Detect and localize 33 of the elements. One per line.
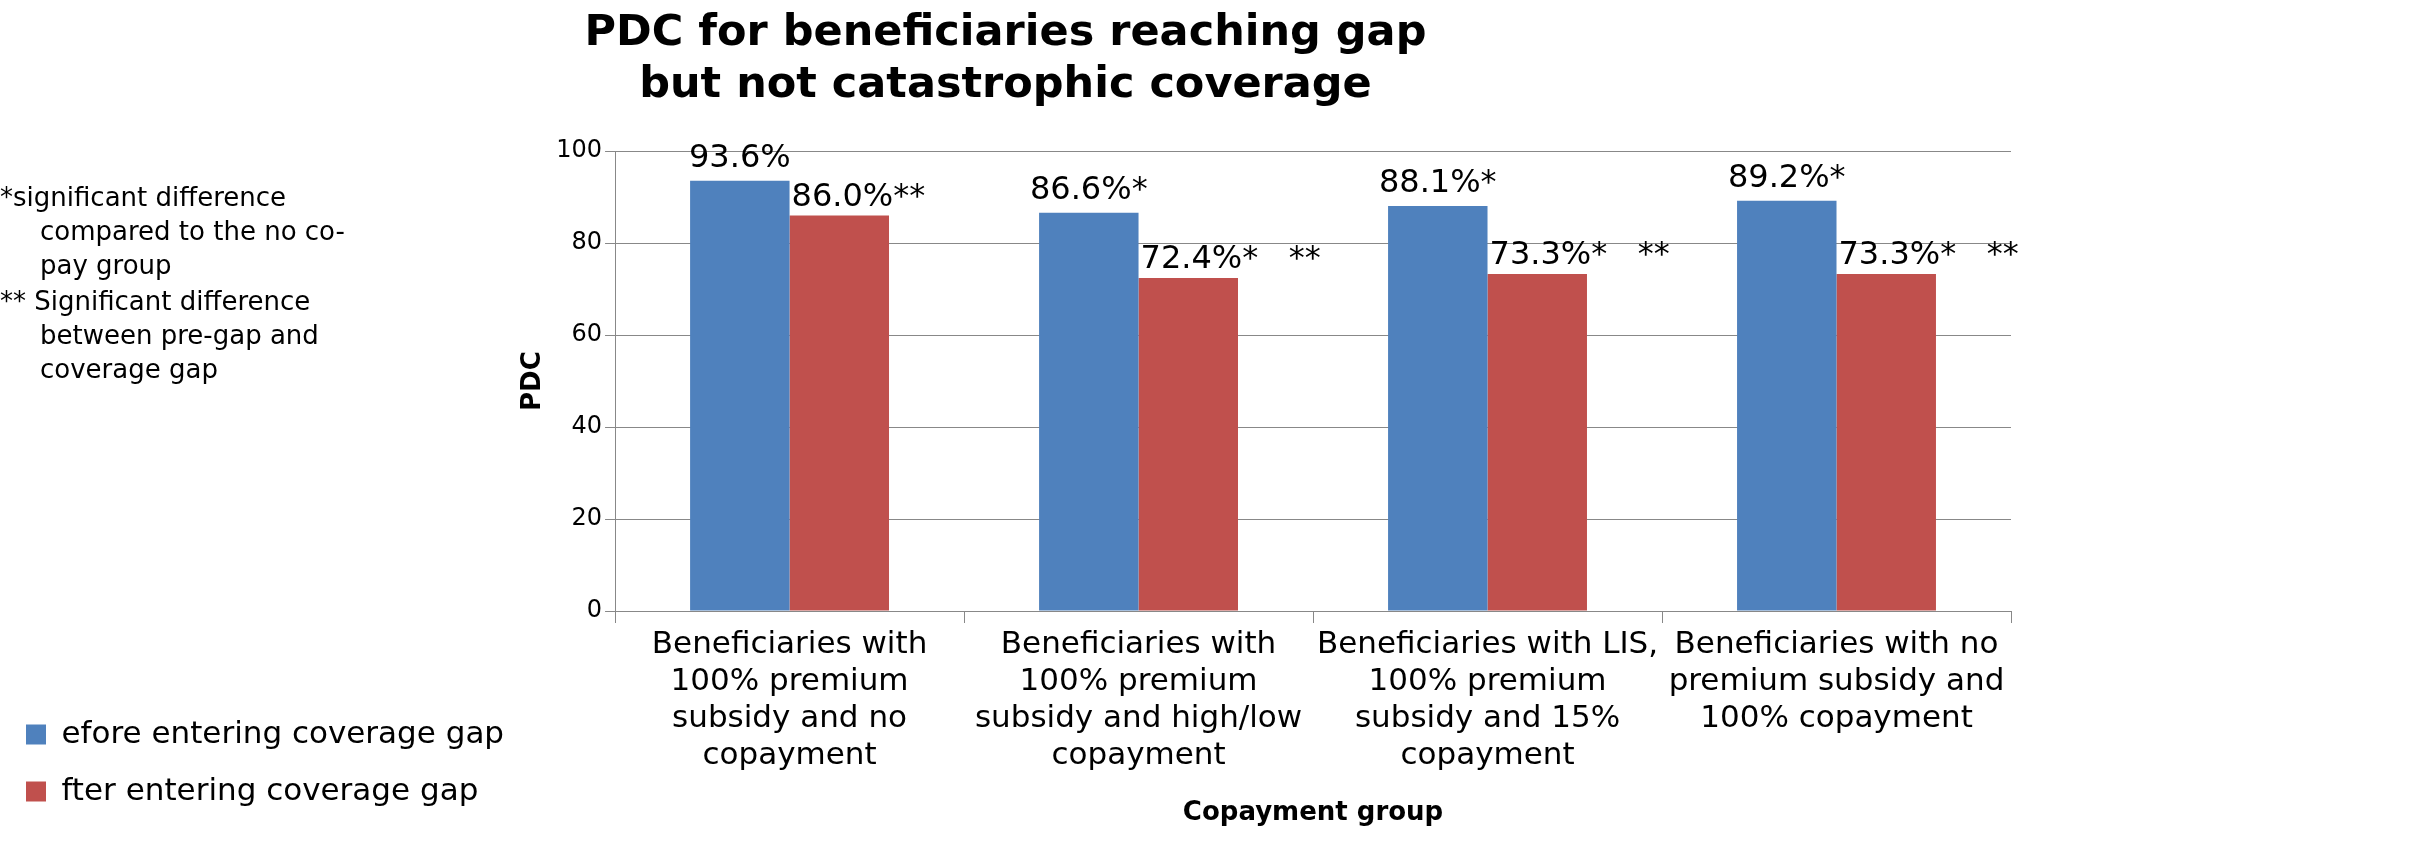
y-tick-label: 80 bbox=[571, 227, 603, 256]
bar bbox=[1039, 212, 1139, 611]
bar bbox=[1487, 273, 1587, 611]
data-label: 86.6%* bbox=[1029, 169, 1148, 208]
text: ** Significant difference between pre-gap and coverage gap bbox=[0, 285, 320, 386]
y-tick-label: 0 bbox=[586, 595, 603, 624]
legend-label: fter entering coverage gap bbox=[61, 770, 479, 807]
bar bbox=[1388, 205, 1488, 611]
data-label: 73.3%* ** bbox=[1489, 234, 1670, 273]
bar bbox=[690, 180, 790, 611]
y-axis-title: PDC bbox=[516, 351, 547, 411]
bar bbox=[789, 215, 890, 611]
text: *significant difference compared to the no co-pay group bbox=[0, 181, 346, 282]
x-tick-label: Beneficiaries with 100% premium subsidy and high/low copayment bbox=[974, 623, 1303, 772]
y-tick-label: 40 bbox=[571, 411, 603, 440]
legend-label: efore entering coverage gap bbox=[61, 713, 505, 750]
data-label: 88.1%* bbox=[1378, 162, 1497, 201]
bar bbox=[1138, 278, 1238, 611]
data-label: 93.6% bbox=[688, 136, 791, 175]
y-tick-label: 60 bbox=[571, 319, 603, 348]
x-axis-title: Copayment group bbox=[1182, 796, 1444, 827]
y-tick-label: 20 bbox=[571, 503, 603, 532]
data-label: 86.0%** bbox=[791, 175, 926, 214]
data-label: 89.2%* bbox=[1727, 157, 1846, 196]
x-tick-label: Beneficiaries with no premium subsidy and 100% copayment bbox=[1668, 623, 2005, 735]
data-label: 72.4%* ** bbox=[1140, 238, 1321, 277]
x-tick-label: Beneficiaries with LIS, 100% premium subsidy and 15% copayment bbox=[1316, 623, 1659, 772]
bar bbox=[1836, 273, 1936, 611]
data-label: 73.3%* ** bbox=[1838, 234, 2019, 273]
chart-title: PDC for beneficiaries reaching gap but not catastrophic coverage bbox=[584, 4, 1427, 107]
y-tick-label: 100 bbox=[556, 135, 603, 164]
bar bbox=[1737, 200, 1837, 611]
x-tick-label: Beneficiaries with 100% premium subsidy and no copayment bbox=[651, 623, 928, 772]
